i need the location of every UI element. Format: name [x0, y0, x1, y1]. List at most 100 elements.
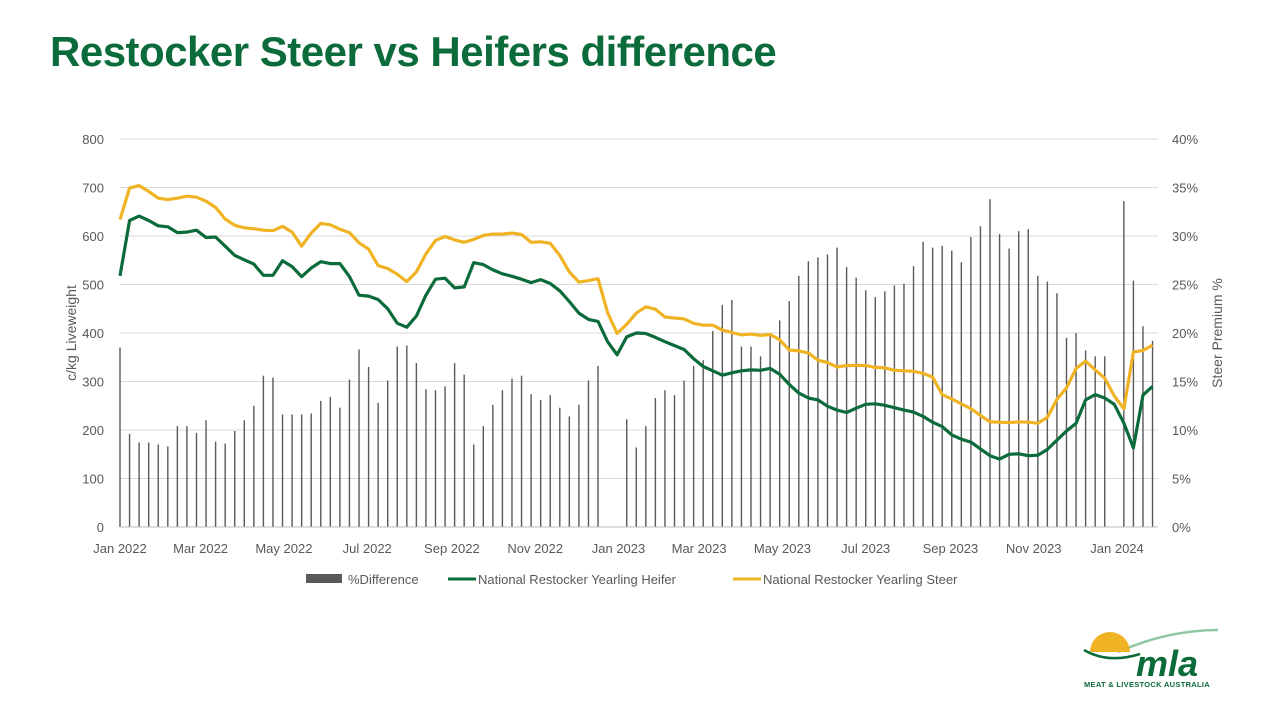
difference-bar	[1027, 229, 1029, 527]
difference-bar	[798, 275, 800, 527]
difference-bar	[1151, 340, 1154, 527]
difference-bar	[300, 414, 303, 527]
difference-bar	[214, 441, 217, 527]
difference-bar	[281, 414, 284, 527]
y-right-tick-label: 15%	[1172, 375, 1198, 390]
difference-bar	[473, 444, 475, 527]
y-right-tick-label: 5%	[1172, 472, 1191, 487]
difference-bar	[826, 254, 829, 527]
difference-bar	[539, 399, 542, 527]
difference-bar	[865, 290, 867, 527]
difference-bar	[855, 277, 857, 527]
difference-bar	[731, 300, 733, 527]
steer-line	[118, 184, 1154, 425]
difference-bar	[453, 363, 456, 527]
difference-bar	[520, 375, 523, 527]
y-left-tick-label: 600	[82, 229, 104, 244]
difference-bar	[559, 407, 561, 527]
difference-bar	[367, 366, 370, 527]
x-tick-label: Sep 2022	[424, 541, 480, 556]
difference-bar	[329, 397, 332, 527]
y-right-tick-label: 40%	[1172, 132, 1198, 147]
difference-bar	[845, 267, 848, 527]
difference-bar	[1017, 231, 1020, 527]
difference-bar	[530, 394, 532, 527]
difference-bar	[778, 320, 781, 527]
y-left-tick-label: 400	[82, 326, 104, 341]
difference-bar	[1094, 356, 1096, 527]
difference-bar	[989, 199, 991, 527]
difference-bar	[692, 365, 695, 527]
logo-sun	[1090, 632, 1130, 652]
y-right-tick-label: 30%	[1172, 229, 1198, 244]
difference-bar	[788, 300, 790, 527]
x-tick-label: Jan 2024	[1090, 541, 1144, 556]
x-tick-label: Jul 2023	[841, 541, 890, 556]
difference-bar	[874, 297, 876, 527]
difference-bar	[444, 386, 446, 527]
legend-label-steer: National Restocker Yearling Steer	[763, 572, 958, 587]
difference-bar	[941, 245, 943, 527]
difference-bar	[291, 414, 293, 527]
difference-bars	[119, 199, 1154, 528]
difference-bar	[205, 420, 207, 527]
x-tick-label: Jan 2022	[93, 541, 147, 556]
difference-bar	[951, 250, 953, 528]
legend-swatch-difference	[306, 574, 342, 583]
difference-bar	[712, 331, 714, 527]
difference-bar	[807, 261, 810, 527]
x-axis-ticks: Jan 2022 Mar 2022 May 2022 Jul 2022 Sep 2022…	[93, 541, 1144, 556]
difference-bar	[922, 241, 924, 527]
y-left-tick-label: 0	[97, 520, 104, 535]
difference-bar	[492, 404, 494, 527]
difference-bar	[979, 226, 982, 528]
difference-bar	[147, 442, 150, 527]
difference-bar	[415, 363, 418, 527]
difference-bar	[1084, 350, 1087, 527]
difference-bar	[597, 365, 599, 527]
difference-bar	[1104, 356, 1106, 527]
logo-wordmark: mla	[1136, 643, 1198, 684]
y-left-tick-label: 200	[82, 423, 104, 438]
legend: %Difference National Restocker Yearling H…	[306, 572, 958, 587]
difference-bar	[1056, 293, 1058, 527]
x-tick-label: Sep 2023	[923, 541, 979, 556]
difference-bar	[836, 247, 838, 527]
difference-bar	[549, 395, 551, 527]
difference-bar	[320, 400, 322, 527]
difference-bar	[1075, 333, 1077, 527]
difference-bar	[1037, 275, 1039, 527]
difference-bar	[348, 379, 351, 527]
difference-bar	[377, 402, 379, 527]
x-tick-label: Jan 2023	[592, 541, 646, 556]
difference-bar	[511, 378, 513, 527]
difference-bar	[262, 375, 265, 527]
difference-bar	[157, 444, 159, 527]
y-axis-right-ticks: 0% 5% 10% 15% 20% 25% 30% 35% 40%	[1172, 132, 1198, 535]
difference-bar	[243, 420, 245, 527]
logo-swoosh-inner	[1083, 648, 1141, 660]
difference-bar	[482, 426, 484, 527]
difference-bar	[339, 407, 341, 527]
difference-bar	[463, 374, 465, 527]
difference-bar	[635, 447, 637, 527]
difference-bar	[884, 291, 886, 527]
difference-bar	[358, 349, 360, 527]
difference-bar	[1046, 281, 1049, 527]
y-left-tick-label: 800	[82, 132, 104, 147]
difference-bar	[406, 345, 408, 527]
difference-bar	[998, 234, 1001, 527]
difference-bar	[128, 433, 131, 527]
difference-bar	[138, 442, 140, 527]
x-tick-label: Jul 2022	[343, 541, 392, 556]
difference-bar	[817, 257, 819, 527]
difference-bar	[750, 346, 752, 527]
x-tick-label: Nov 2023	[1006, 541, 1062, 556]
y-right-tick-label: 10%	[1172, 423, 1198, 438]
difference-bar	[1123, 201, 1125, 527]
difference-bar	[587, 380, 590, 527]
difference-bar	[119, 347, 121, 527]
difference-bar	[425, 389, 427, 527]
difference-bar	[396, 346, 398, 527]
